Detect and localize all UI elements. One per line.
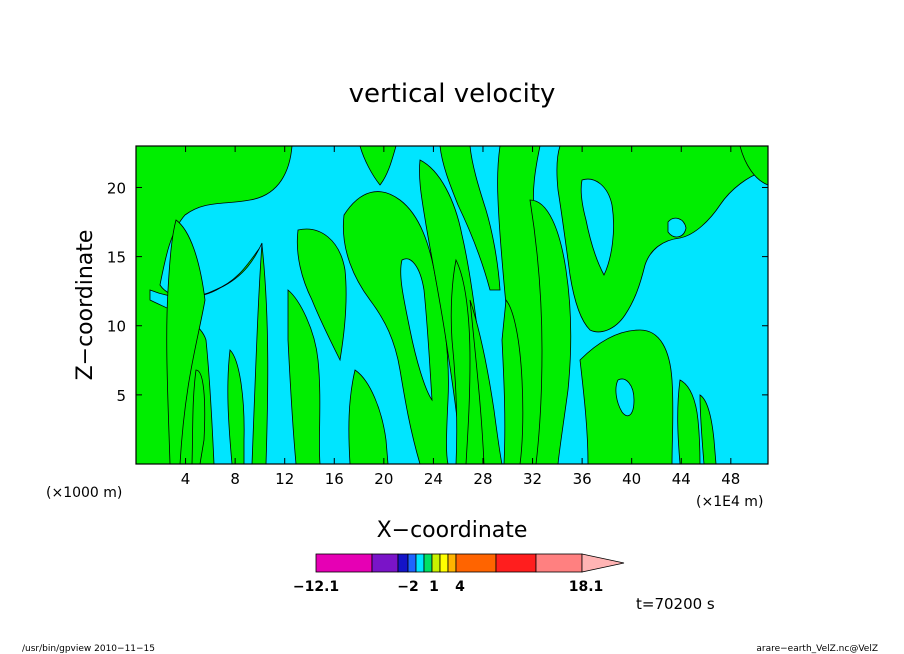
time-label: t=70200 s bbox=[636, 595, 715, 613]
x-tick-label: 32 bbox=[523, 470, 542, 488]
x-tick-label: 48 bbox=[721, 470, 740, 488]
colorbar-label-4: 4 bbox=[455, 579, 465, 595]
positive-region bbox=[556, 146, 768, 333]
x-tick-label: 28 bbox=[473, 470, 492, 488]
y-tick-label: 5 bbox=[116, 387, 126, 405]
footer-left: /usr/bin/gpview 2010−11−15 bbox=[22, 644, 155, 654]
x-tick-label: 16 bbox=[325, 470, 344, 488]
positive-region bbox=[450, 258, 471, 464]
negative-region bbox=[667, 217, 687, 238]
y-tick-label: 20 bbox=[107, 179, 126, 197]
y-tick-label: 10 bbox=[107, 318, 126, 336]
negative-region bbox=[615, 378, 635, 417]
colorbar-segment bbox=[447, 553, 457, 573]
colorbar-segment bbox=[431, 553, 441, 573]
plot-frame bbox=[135, 145, 769, 465]
colorbar-segment bbox=[397, 553, 409, 573]
positive-region bbox=[166, 219, 206, 464]
positive-region bbox=[342, 191, 449, 464]
plot-area bbox=[136, 146, 768, 464]
positive-region bbox=[296, 228, 347, 362]
x-tick-label: 24 bbox=[424, 470, 443, 488]
x-tick-label: 12 bbox=[275, 470, 294, 488]
positive-regions bbox=[136, 146, 768, 464]
chart-title: vertical velocity bbox=[349, 79, 556, 109]
colorbar-segment bbox=[415, 553, 425, 573]
colorbar-segment bbox=[535, 553, 583, 573]
colorbar-label-1: 1 bbox=[429, 579, 439, 595]
x-units-label: (×1000 m) bbox=[46, 485, 122, 501]
y-axis: 5 10 15 20 bbox=[107, 179, 768, 405]
x-tick-label: 40 bbox=[622, 470, 641, 488]
positive-region bbox=[677, 379, 701, 464]
positive-region bbox=[359, 146, 397, 186]
positive-region bbox=[501, 298, 524, 464]
positive-region bbox=[469, 299, 503, 464]
colorbar-segment bbox=[455, 553, 497, 573]
x-units-label-secondary: (×1E4 m) bbox=[696, 494, 763, 510]
colorbar-labels: −12.1 −2 1 4 18.1 bbox=[293, 579, 603, 595]
colorbar-segment bbox=[407, 553, 417, 573]
x-axis-label: X−coordinate bbox=[377, 518, 528, 543]
colorbar-label-neg2: −2 bbox=[397, 579, 418, 595]
colorbar-segment bbox=[495, 553, 537, 573]
colorbar bbox=[315, 553, 625, 573]
positive-region bbox=[191, 369, 206, 464]
colorbar-overflow-arrow bbox=[581, 553, 625, 573]
colorbar-label-max: 18.1 bbox=[569, 579, 604, 595]
y-axis-label: Z−coordinate bbox=[73, 230, 98, 381]
negative-region bbox=[400, 258, 433, 402]
y-tick-label: 15 bbox=[107, 249, 126, 267]
colorbar-segment bbox=[371, 553, 399, 573]
colorbar-segment bbox=[315, 553, 373, 573]
x-tick-label: 4 bbox=[181, 470, 191, 488]
positive-region bbox=[287, 289, 321, 464]
footer-right: arare−earth_VelZ.nc@VelZ bbox=[756, 644, 878, 654]
x-tick-label: 44 bbox=[672, 470, 691, 488]
colorbar-label-min: −12.1 bbox=[293, 579, 339, 595]
positive-region bbox=[348, 369, 389, 464]
positive-region bbox=[227, 349, 245, 464]
x-tick-label: 20 bbox=[374, 470, 393, 488]
x-tick-label: 36 bbox=[573, 470, 592, 488]
positive-region bbox=[439, 146, 501, 291]
positive-region bbox=[739, 146, 768, 186]
x-axis: 4 8 12 16 20 24 28 32 36 40 44 48 bbox=[181, 146, 740, 488]
positive-region bbox=[699, 394, 717, 464]
negative-region bbox=[580, 178, 614, 276]
colorbar-segment bbox=[423, 553, 433, 573]
positive-region bbox=[529, 199, 572, 464]
x-tick-label: 8 bbox=[230, 470, 240, 488]
colorbar-segment bbox=[439, 553, 449, 573]
